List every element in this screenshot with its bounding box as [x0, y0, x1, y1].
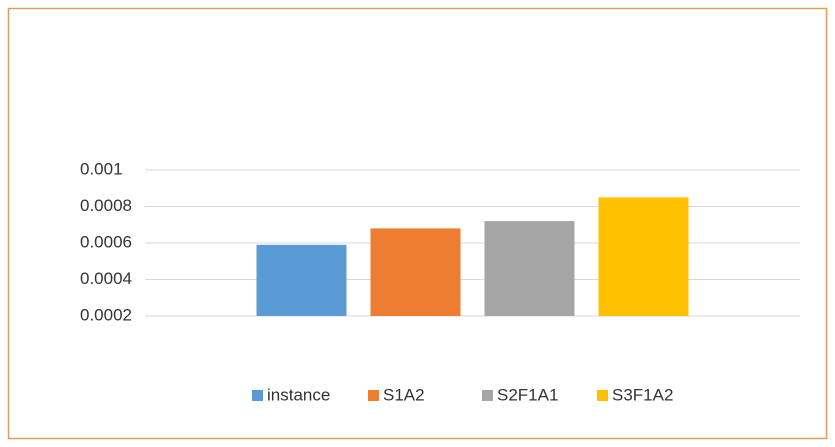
legend-label: S2F1A1: [497, 385, 558, 404]
bar: [598, 197, 689, 316]
chart-border: [7, 7, 828, 440]
bar: [256, 244, 347, 316]
legend-label: instance: [267, 385, 330, 404]
y-tick-label: 0.0002: [80, 305, 132, 324]
y-tick-label: 0.0006: [80, 232, 132, 251]
bar: [370, 228, 461, 316]
bar: [484, 221, 575, 316]
y-tick-label: 0.0004: [80, 269, 132, 288]
legend-swatch: [482, 390, 493, 401]
legend-swatch: [368, 390, 379, 401]
legend-label: S3F1A2: [612, 385, 673, 404]
legend-label: S1A2: [383, 385, 425, 404]
legend-swatch: [252, 390, 263, 401]
y-tick-label: 0.0008: [80, 196, 132, 215]
legend-swatch: [597, 390, 608, 401]
y-tick-label: 0.001: [80, 159, 123, 178]
